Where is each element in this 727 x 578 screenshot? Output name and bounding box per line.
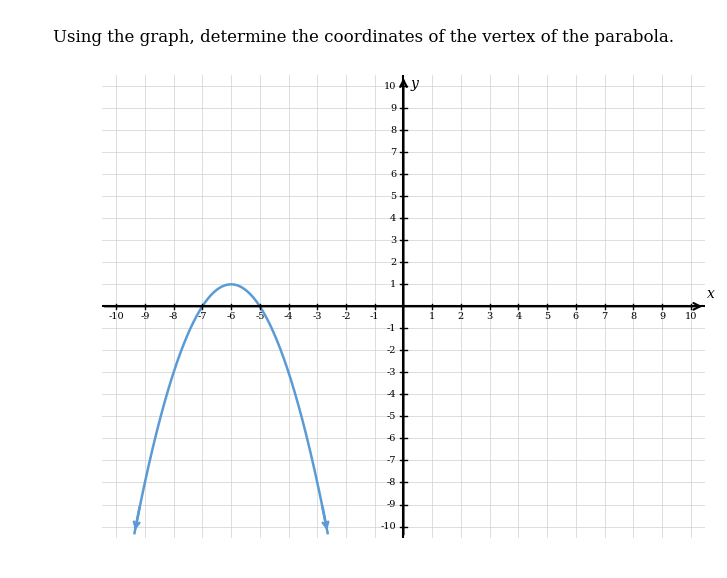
Text: 7: 7 bbox=[390, 148, 396, 157]
Text: 2: 2 bbox=[390, 258, 396, 267]
Text: -9: -9 bbox=[140, 312, 150, 321]
Text: 3: 3 bbox=[486, 312, 493, 321]
Text: -7: -7 bbox=[387, 456, 396, 465]
Text: 5: 5 bbox=[390, 192, 396, 201]
Text: -2: -2 bbox=[387, 346, 396, 355]
Text: -3: -3 bbox=[313, 312, 322, 321]
Text: 2: 2 bbox=[458, 312, 464, 321]
Text: -4: -4 bbox=[284, 312, 293, 321]
Text: -1: -1 bbox=[370, 312, 379, 321]
Text: 1: 1 bbox=[390, 280, 396, 289]
Text: -4: -4 bbox=[387, 390, 396, 399]
Text: -5: -5 bbox=[255, 312, 265, 321]
Text: -10: -10 bbox=[108, 312, 124, 321]
Text: 6: 6 bbox=[390, 170, 396, 179]
Text: -5: -5 bbox=[387, 412, 396, 421]
Text: 4: 4 bbox=[515, 312, 521, 321]
Text: Using the graph, determine the coordinates of the vertex of the parabola.: Using the graph, determine the coordinat… bbox=[53, 29, 674, 46]
Text: 7: 7 bbox=[601, 312, 608, 321]
Text: -6: -6 bbox=[226, 312, 236, 321]
Text: -1: -1 bbox=[387, 324, 396, 333]
Text: -3: -3 bbox=[387, 368, 396, 377]
Text: 1: 1 bbox=[429, 312, 435, 321]
Text: 3: 3 bbox=[390, 236, 396, 244]
Text: -10: -10 bbox=[381, 522, 396, 531]
Text: 4: 4 bbox=[390, 214, 396, 223]
Text: -8: -8 bbox=[169, 312, 178, 321]
Text: 9: 9 bbox=[659, 312, 665, 321]
Text: 9: 9 bbox=[390, 103, 396, 113]
Text: -6: -6 bbox=[387, 434, 396, 443]
Text: -7: -7 bbox=[198, 312, 207, 321]
Text: 10: 10 bbox=[685, 312, 697, 321]
Text: 8: 8 bbox=[390, 125, 396, 135]
Text: -9: -9 bbox=[387, 500, 396, 509]
Text: 8: 8 bbox=[630, 312, 636, 321]
Text: y: y bbox=[411, 77, 419, 91]
Text: 10: 10 bbox=[384, 81, 396, 91]
Text: 5: 5 bbox=[544, 312, 550, 321]
Text: -8: -8 bbox=[387, 478, 396, 487]
Text: 6: 6 bbox=[573, 312, 579, 321]
Text: -2: -2 bbox=[341, 312, 350, 321]
Text: x: x bbox=[707, 287, 715, 301]
